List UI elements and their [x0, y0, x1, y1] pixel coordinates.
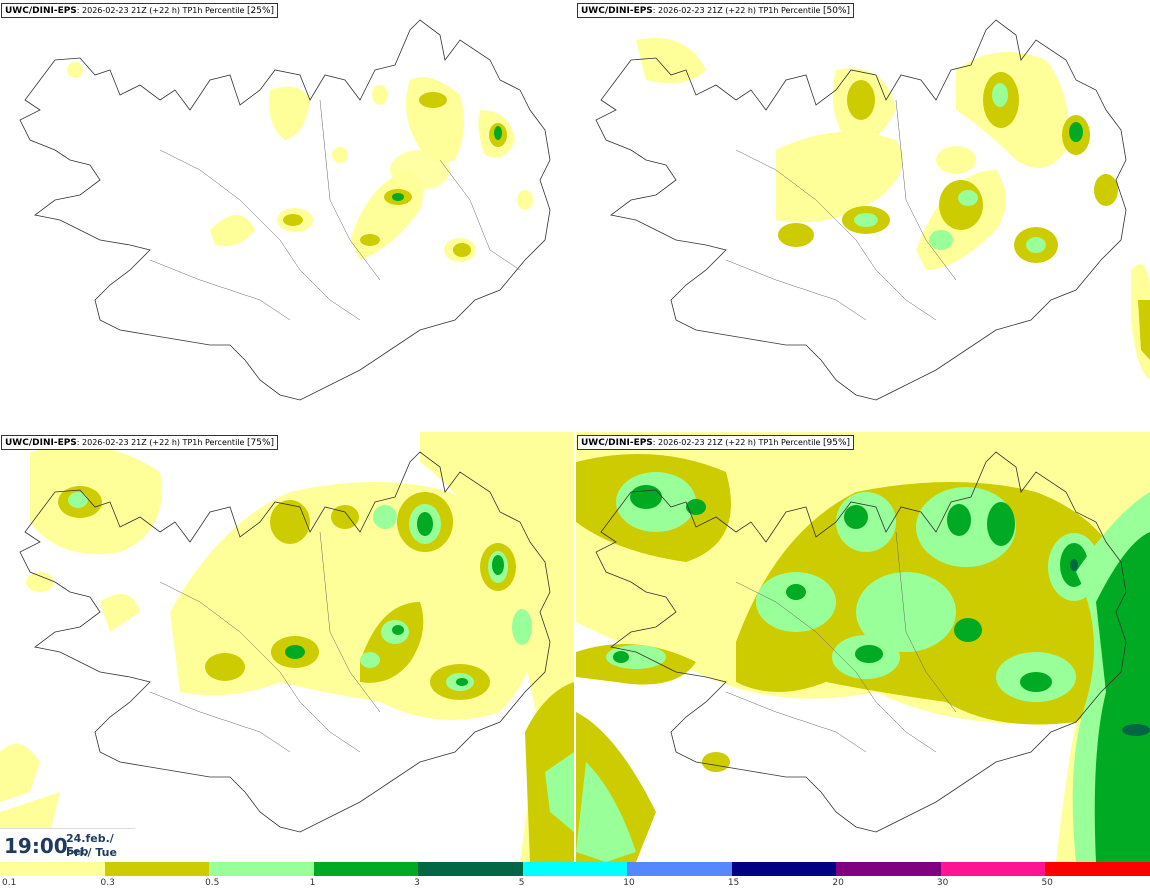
colorbar-labels: 0.1 0.3 0.5 1 3 5 10 15 20 30 50: [0, 877, 1150, 891]
colorbar-label: 50: [1041, 878, 1053, 888]
colorbar-segment: [418, 862, 523, 876]
iceland-coastline: [595, 19, 1127, 401]
colorbar-label: 5: [518, 878, 525, 888]
colorbar-segment: [104, 862, 210, 876]
precip-field: [636, 38, 1150, 380]
panel-divider: [575, 0, 576, 862]
precipitation-map: [19, 19, 551, 401]
colorbar-label: 3: [414, 878, 420, 888]
percentile-label: [25%]: [246, 6, 275, 16]
precipitation-map: [595, 19, 1150, 401]
panel-header: UWC/DINI-EPS: 2026-02-23 21Z (+22 h) TP1…: [1, 3, 279, 18]
colorbar-segment: [731, 862, 837, 876]
colorbar-label: 30: [936, 878, 949, 888]
percentile-label: [75%]: [246, 438, 275, 448]
model-name: UWC/DINI-EPS: [581, 438, 653, 448]
map-panel-50: UWC/DINI-EPS: 2026-02-23 21Z (+22 h) TP1…: [576, 0, 1150, 430]
precipitation-map: [576, 432, 1150, 862]
colorbar-segment: [522, 862, 628, 876]
colorbar-label: 0.1: [2, 878, 17, 888]
run-info: : 2026-02-23 21Z (+22 h) TP1h Percentile: [76, 438, 247, 447]
run-info: : 2026-02-23 21Z (+22 h) TP1h Percentile: [76, 6, 247, 15]
panel-header: UWC/DINI-EPS: 2026-02-23 21Z (+22 h) TP1…: [577, 3, 855, 18]
colorbar-label: 15: [727, 878, 740, 888]
colorbar-segment: [836, 862, 941, 876]
colorbar-label: 0.3: [100, 878, 115, 888]
iceland-coastline: [19, 19, 551, 401]
iceland-coastline: [19, 451, 551, 833]
colorbar-segment: [313, 862, 419, 876]
precipitation-map: [0, 432, 574, 862]
panel-header: UWC/DINI-EPS: 2026-02-23 21Z (+22 h) TP1…: [1, 435, 279, 450]
valid-time: 19:00: [4, 834, 68, 858]
colorbar-segment: [0, 862, 105, 876]
model-name: UWC/DINI-EPS: [581, 6, 653, 16]
run-info: : 2026-02-23 21Z (+22 h) TP1h Percentile: [652, 438, 823, 447]
colorbar-label: 1: [309, 878, 316, 888]
percentile-label: [50%]: [822, 6, 851, 16]
percentile-label: [95%]: [822, 438, 851, 448]
map-panel-75: UWC/DINI-EPS: 2026-02-23 21Z (+22 h) TP1…: [0, 432, 574, 862]
iceland-coastline: [595, 451, 1127, 833]
precip-field: [576, 432, 1150, 862]
map-panel-95: UWC/DINI-EPS: 2026-02-23 21Z (+22 h) TP1…: [576, 432, 1150, 862]
model-name: UWC/DINI-EPS: [5, 438, 77, 448]
valid-weekday: Þri./ Tue: [66, 846, 117, 859]
panel-header: UWC/DINI-EPS: 2026-02-23 21Z (+22 h) TP1…: [577, 435, 855, 450]
precip-field: [67, 62, 533, 262]
model-name: UWC/DINI-EPS: [5, 6, 77, 16]
colorbar-label: 10: [623, 878, 635, 888]
colorbar-segment: [940, 862, 1046, 876]
colorbar-segment: [209, 862, 314, 876]
colorbar-segment: [1045, 862, 1150, 876]
precip-colorbar: [0, 862, 1150, 876]
valid-time-box: 19:00 24.feb./ Feb Þri./ Tue: [0, 828, 135, 862]
precip-field: [0, 432, 574, 862]
map-panel-25: UWC/DINI-EPS: 2026-02-23 21Z (+22 h) TP1…: [0, 0, 574, 430]
colorbar-label: 20: [832, 878, 844, 888]
valid-date: 24.feb./ Feb: [66, 832, 114, 858]
run-info: : 2026-02-23 21Z (+22 h) TP1h Percentile: [652, 6, 823, 15]
colorbar-segment: [627, 862, 732, 876]
colorbar-label: 0.5: [205, 878, 220, 888]
